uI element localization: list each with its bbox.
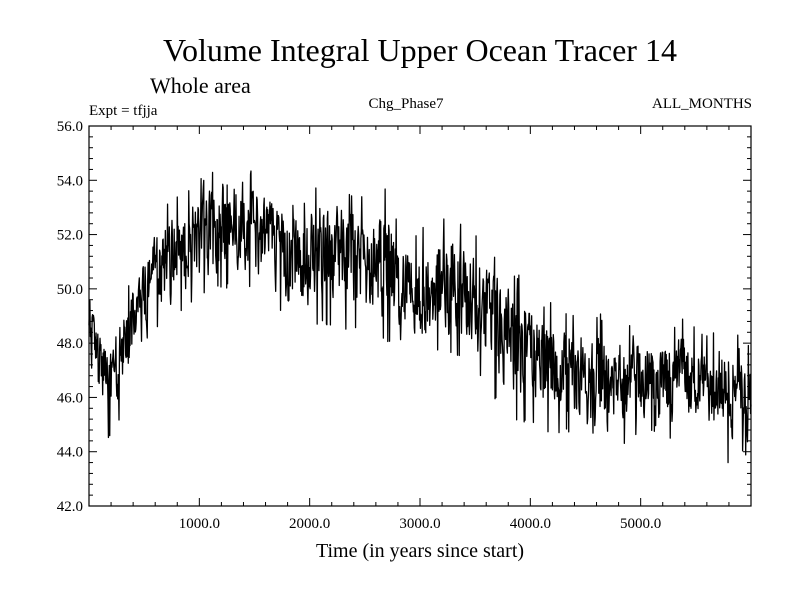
chart-subtitle: Whole area — [150, 73, 251, 98]
plot-frame — [88, 125, 752, 507]
y-tick-label: 54.0 — [57, 173, 83, 189]
x-tick-label: 2000.0 — [289, 516, 330, 532]
y-tick-label: 46.0 — [57, 390, 83, 406]
series-layer — [88, 170, 752, 464]
y-tick-label: 42.0 — [57, 499, 83, 515]
y-tick-label: 50.0 — [57, 282, 83, 298]
center-label: Chg_Phase7 — [369, 96, 445, 112]
y-tick-label: 44.0 — [57, 445, 83, 461]
y-tick-label: 56.0 — [57, 119, 83, 135]
x-axis-label: Time (in years since start) — [316, 540, 524, 562]
x-tick-label: 3000.0 — [399, 516, 440, 532]
series-line — [88, 170, 752, 464]
y-tick-label: 52.0 — [57, 228, 83, 244]
chart-title: Volume Integral Upper Ocean Tracer 14 — [163, 32, 677, 68]
axis-layer: 1000.0 2000.0 3000.0 4000.0 5000.0 42.0 44.0 46… — [57, 119, 751, 532]
right-label: ALL_MONTHS — [652, 96, 752, 112]
x-tick-label: 4000.0 — [510, 516, 551, 532]
x-tick-label: 1000.0 — [179, 516, 220, 532]
experiment-label: Expt = tfjja — [89, 103, 158, 119]
y-tick-label: 48.0 — [57, 336, 83, 352]
x-tick-label: 5000.0 — [620, 516, 661, 532]
